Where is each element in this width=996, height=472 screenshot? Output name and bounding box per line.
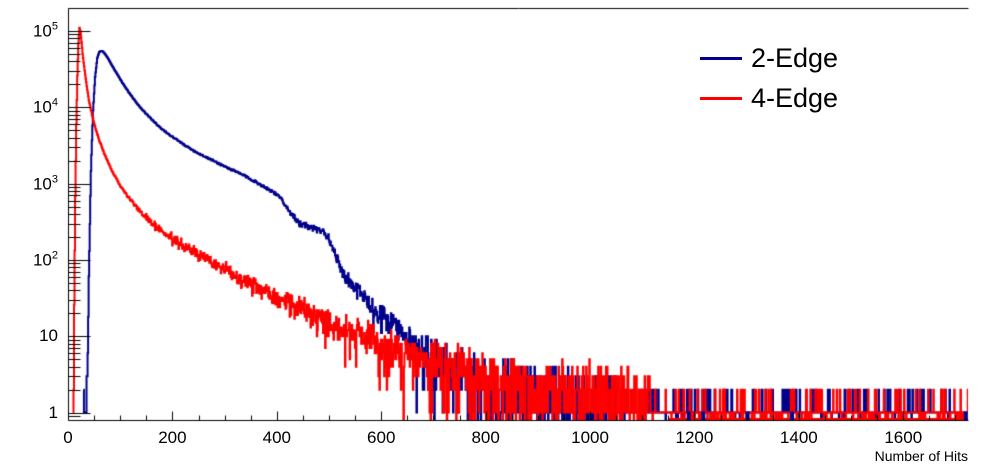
x-tick-label: 1400 [779,428,818,447]
x-tick-label: 1200 [675,428,714,447]
legend-item-4-edge: 4-Edge [700,78,900,118]
x-tick-label: 800 [471,428,500,447]
y-tick-label: 103 [32,173,58,193]
x-tick-label: 1000 [571,428,609,447]
y-tick-label: 102 [32,249,58,270]
legend-label-4-edge: 4-Edge [751,82,839,113]
y-tick-label: 10 [39,326,58,346]
x-axis-title: Number of Hits [0,448,968,464]
chart-legend: 2-Edge 4-Edge [700,38,900,118]
y-tick-label: 105 [32,20,58,41]
x-tick-label: 0 [63,428,73,447]
legend-label-2-edge: 2-Edge [751,42,839,73]
legend-swatch-2-edge [700,56,742,60]
x-axis-title-text: Number of Hits [874,448,968,464]
x-tick-label: 400 [262,428,291,447]
y-tick-label: 1 [48,402,58,422]
legend-swatch-4-edge [700,96,742,100]
x-tick-label: 1600 [884,428,923,447]
x-tick-label: 200 [158,428,187,447]
y-tick-label: 104 [32,96,58,117]
x-tick-label: 600 [367,428,396,447]
legend-item-2-edge: 2-Edge [700,38,900,78]
